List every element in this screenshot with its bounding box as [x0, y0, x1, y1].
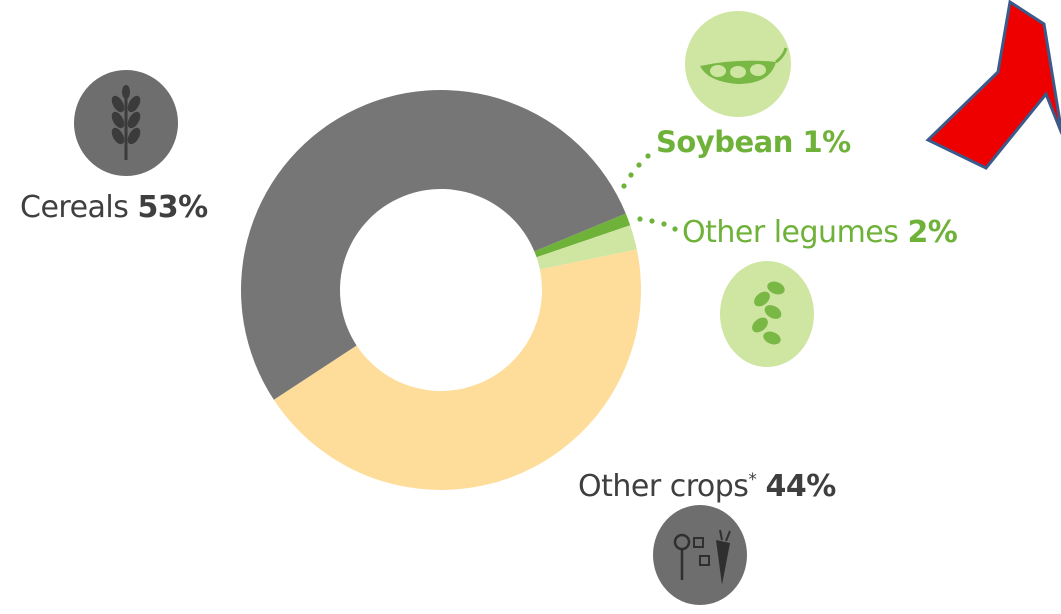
other-crops-label-value: 44% — [765, 469, 836, 504]
red-arrow-icon — [925, 0, 1061, 170]
other-crops-label-asterisk: * — [748, 470, 757, 490]
other-legumes-label: Other legumes 2% — [682, 215, 958, 250]
other-crops-label: Other crops* 44% — [578, 469, 836, 504]
cereals-label: Cereals 53% — [20, 190, 208, 225]
leader-lines — [621, 153, 678, 232]
donut-slices — [240, 89, 641, 490]
soybean-label-value: 1% — [802, 125, 851, 159]
other-legumes-label-value: 2% — [907, 215, 958, 250]
wheat-icon — [74, 70, 178, 176]
other-crops-label-name: Other crops — [578, 469, 749, 504]
other-legumes-label-name: Other legumes — [682, 215, 899, 250]
cereals-label-value: 53% — [137, 190, 208, 225]
soybean-label: Soybean 1% — [656, 125, 851, 159]
slice-soybean — [534, 213, 631, 258]
legume-icon — [720, 261, 814, 367]
other-legumes-leader-dots — [637, 216, 678, 232]
slice-other-crops — [273, 249, 641, 490]
soybean-leader-dots — [621, 153, 651, 189]
soybean-label-name: Soybean — [656, 125, 793, 159]
soybean-pod-icon — [685, 11, 791, 117]
crops-icon — [653, 505, 747, 605]
slice-other-legumes — [536, 225, 637, 270]
slice-cereals — [240, 89, 626, 400]
cereals-label-name: Cereals — [20, 190, 129, 225]
